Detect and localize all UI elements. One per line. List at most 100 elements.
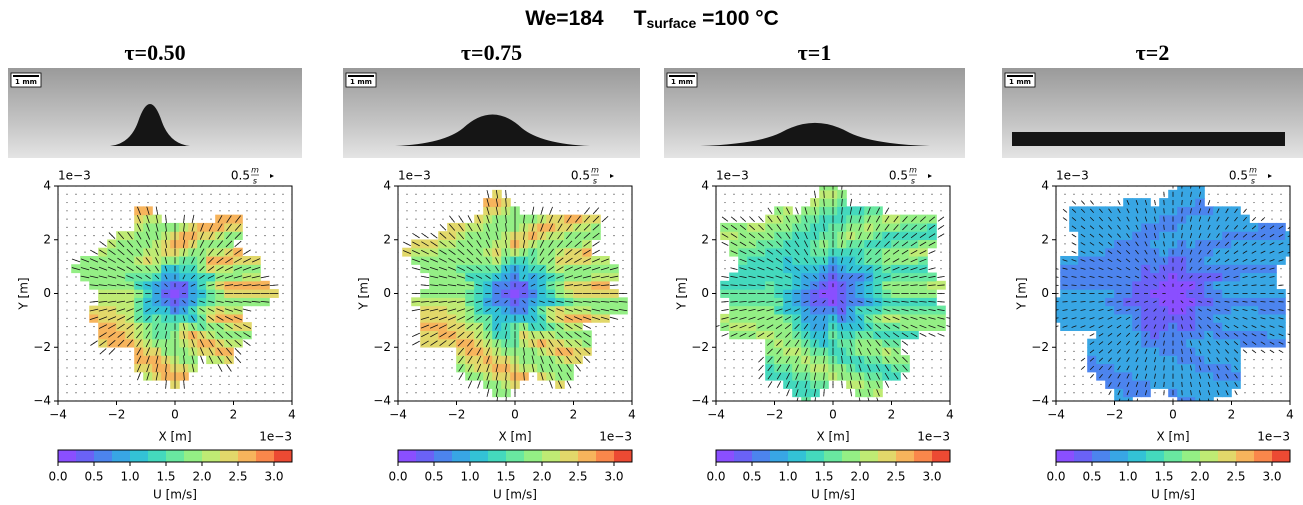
arrow xyxy=(583,325,591,329)
dot xyxy=(147,392,148,393)
dot xyxy=(613,210,614,211)
dot xyxy=(228,392,229,393)
dot xyxy=(102,194,103,195)
dot xyxy=(84,194,85,195)
figure-title: We=184Tsurface =100 °C xyxy=(525,7,779,31)
dot xyxy=(604,235,605,236)
dot xyxy=(273,276,274,277)
dot xyxy=(1154,194,1155,195)
x-tick-label: 2 xyxy=(1228,408,1236,422)
dot xyxy=(228,202,229,203)
dot xyxy=(75,218,76,219)
dot xyxy=(255,367,256,368)
arrow xyxy=(166,380,167,389)
dot xyxy=(406,301,407,302)
dot xyxy=(550,202,551,203)
dot xyxy=(595,326,596,327)
dot xyxy=(940,367,941,368)
dot xyxy=(613,343,614,344)
dot xyxy=(532,202,533,203)
dot xyxy=(66,235,67,236)
dot xyxy=(1217,194,1218,195)
dot xyxy=(66,252,67,253)
dot xyxy=(93,326,94,327)
dot xyxy=(724,343,725,344)
y-tick-label: 0 xyxy=(383,286,391,300)
y-tick-label: −4 xyxy=(33,394,51,408)
dot xyxy=(433,202,434,203)
dot xyxy=(1271,359,1272,360)
dot xyxy=(84,309,85,310)
colorbar-bin xyxy=(256,450,274,462)
dot xyxy=(1280,268,1281,269)
dot xyxy=(93,210,94,211)
dot xyxy=(93,376,94,377)
dot xyxy=(120,227,121,228)
dot xyxy=(940,384,941,385)
arrow xyxy=(403,242,411,246)
dot xyxy=(102,227,103,228)
dot xyxy=(147,202,148,203)
arrow xyxy=(749,216,754,221)
arrow xyxy=(109,348,115,354)
dot xyxy=(246,318,247,319)
scale-bar-label: 1 mm xyxy=(350,78,372,86)
dot xyxy=(93,227,94,228)
dot xyxy=(1073,194,1074,195)
colorbar-bin xyxy=(470,450,488,462)
dot xyxy=(84,367,85,368)
dot xyxy=(433,384,434,385)
colorbar-bin xyxy=(578,450,596,462)
dot xyxy=(264,268,265,269)
dot xyxy=(913,210,914,211)
dot xyxy=(424,210,425,211)
dot xyxy=(165,202,166,203)
dot xyxy=(577,376,578,377)
dot xyxy=(931,359,932,360)
dot xyxy=(219,376,220,377)
dot xyxy=(523,210,524,211)
x-tick-label: 2 xyxy=(230,408,238,422)
arrow xyxy=(885,208,889,214)
dot xyxy=(595,343,596,344)
dot xyxy=(433,351,434,352)
dot xyxy=(156,392,157,393)
dot xyxy=(273,384,274,385)
arrow xyxy=(1090,374,1093,378)
colorbar-tick-label: 0.0 xyxy=(388,470,407,484)
dot xyxy=(129,210,130,211)
dot xyxy=(595,376,596,377)
colorbar-bin xyxy=(1200,450,1218,462)
dot xyxy=(1253,210,1254,211)
dot xyxy=(120,218,121,219)
cell xyxy=(170,289,180,298)
dot xyxy=(75,384,76,385)
arrow xyxy=(90,341,97,346)
colorbar-bin xyxy=(398,450,416,462)
colorbar-tick-label: 0.0 xyxy=(48,470,67,484)
arrow xyxy=(243,250,250,255)
dot xyxy=(595,202,596,203)
dot xyxy=(156,202,157,203)
dot xyxy=(1253,202,1254,203)
arrow xyxy=(592,250,599,254)
dot xyxy=(1064,243,1065,244)
dot xyxy=(1073,392,1074,393)
dot xyxy=(1064,194,1065,195)
y-tick-label: −2 xyxy=(373,340,391,354)
dot xyxy=(282,268,283,269)
dot xyxy=(66,334,67,335)
dot xyxy=(282,359,283,360)
dot xyxy=(84,392,85,393)
arrow xyxy=(468,215,472,222)
dot xyxy=(622,392,623,393)
dot xyxy=(532,376,533,377)
dot xyxy=(102,202,103,203)
dot xyxy=(850,194,851,195)
dot xyxy=(237,210,238,211)
dot xyxy=(1280,367,1281,368)
arrow xyxy=(1063,209,1067,212)
colorbar-label: U [m/s] xyxy=(493,488,537,502)
y-tick-label: −2 xyxy=(33,340,51,354)
y-tick-label: −4 xyxy=(373,394,391,408)
